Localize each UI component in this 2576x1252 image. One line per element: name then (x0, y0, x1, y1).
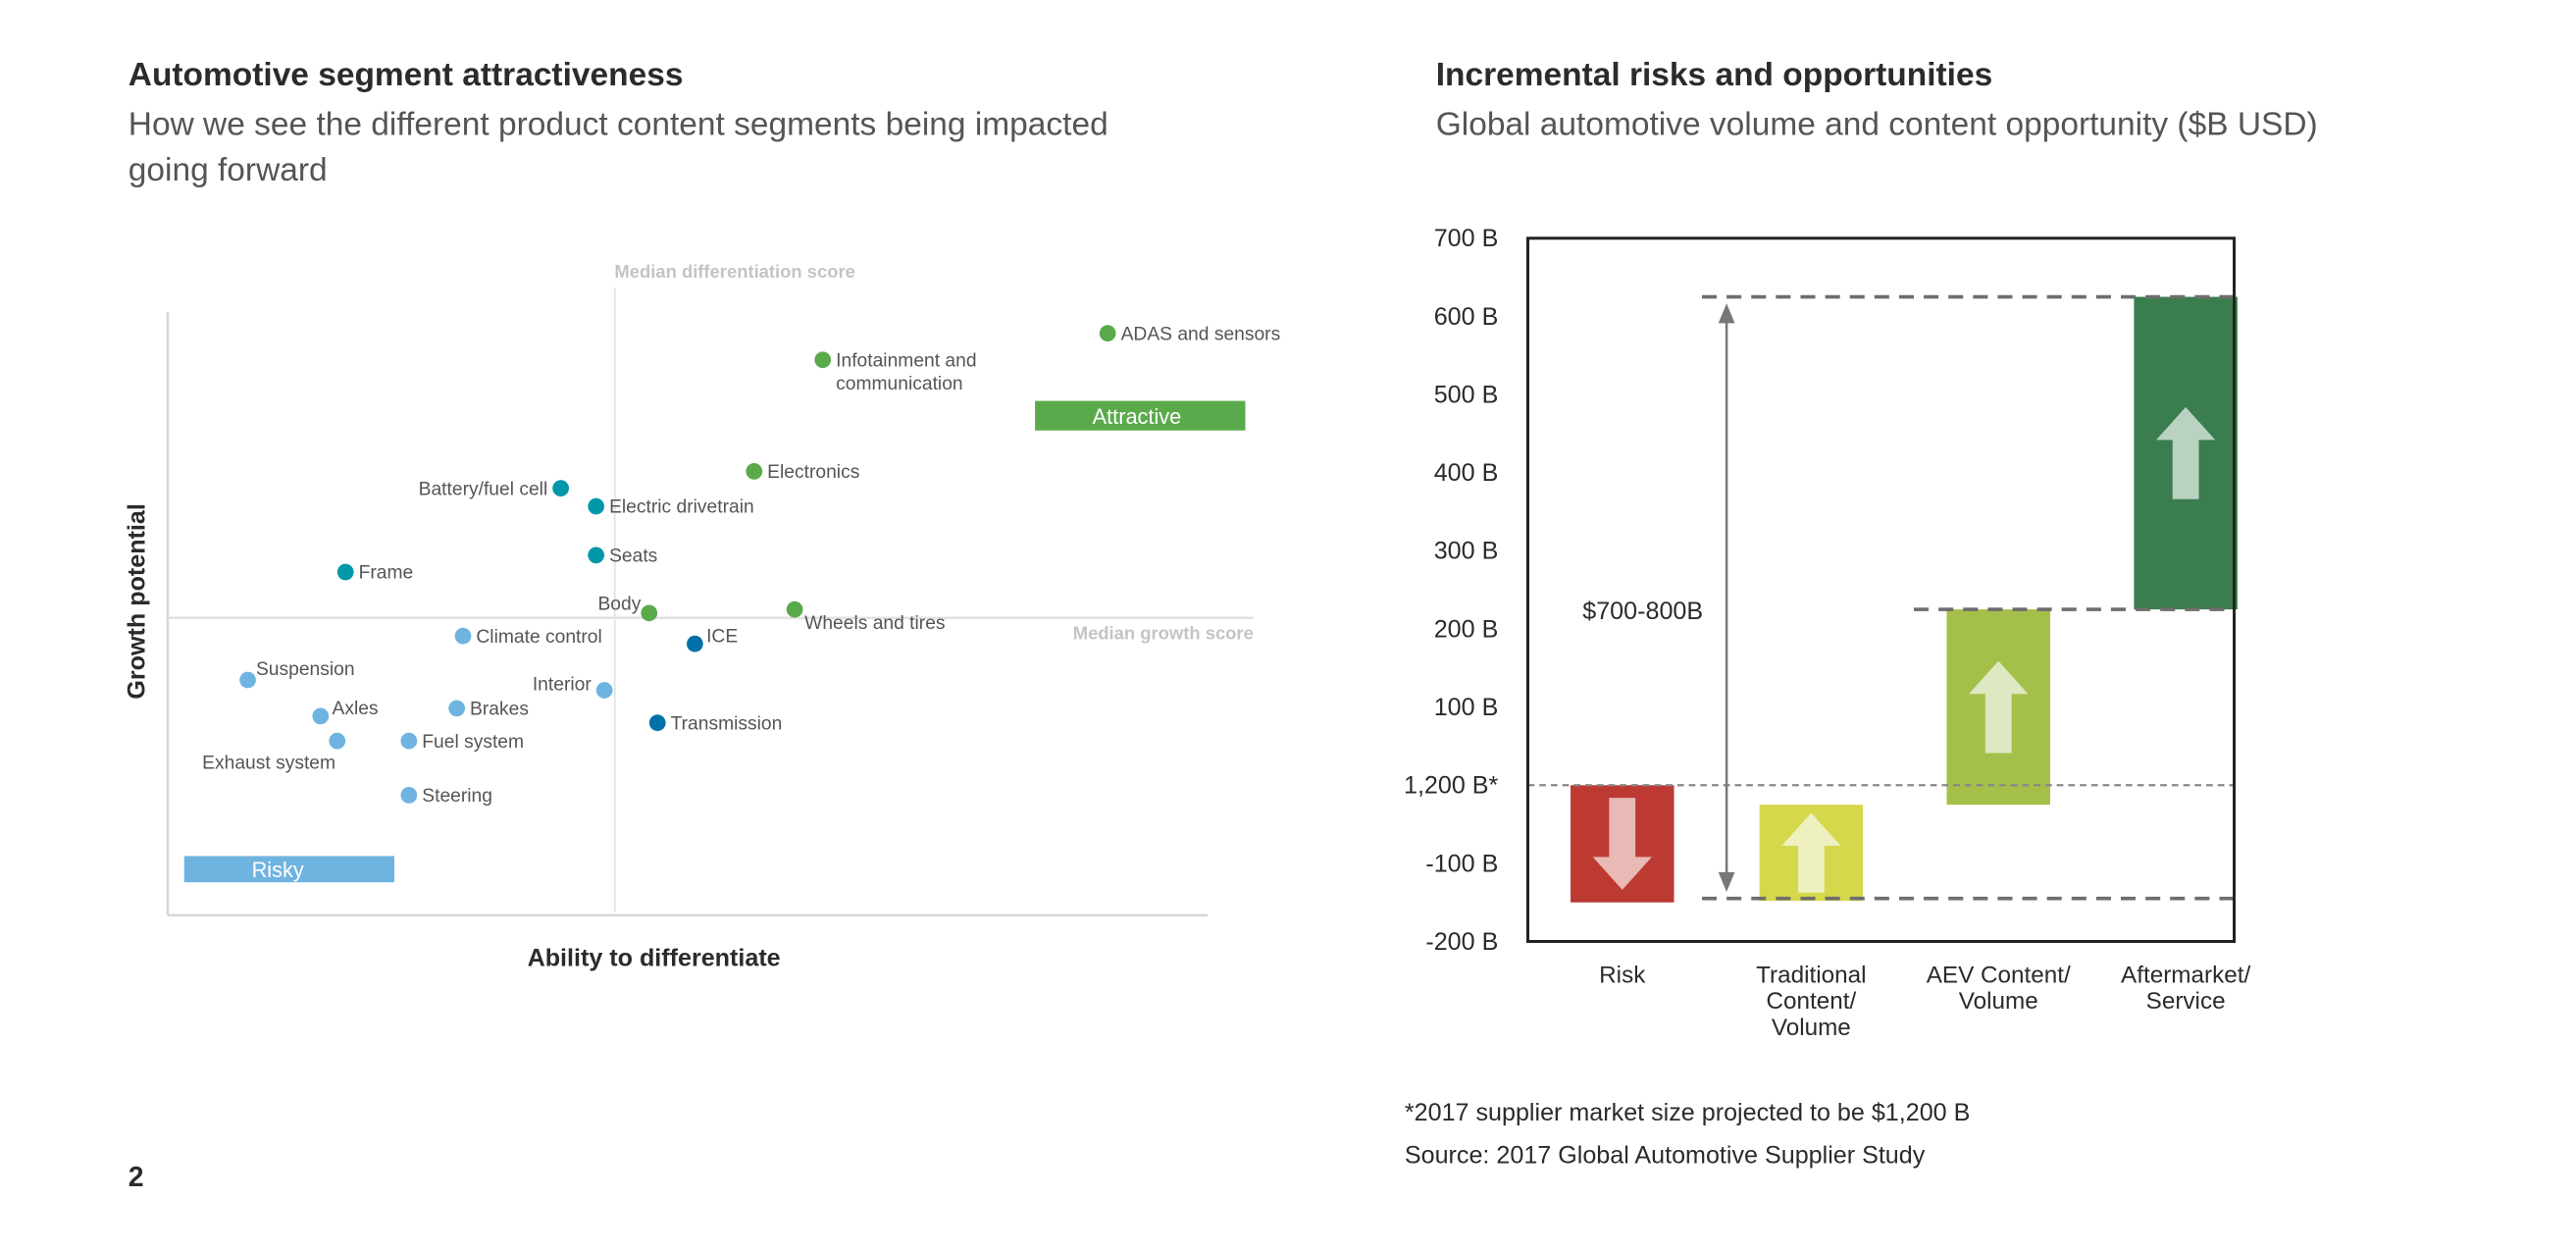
category-label: AEV Content/ (1927, 962, 2071, 988)
arrow-up-icon (2155, 406, 2216, 499)
y-tick-label: 200 B (1434, 615, 1499, 643)
point-label: Frame (359, 563, 414, 584)
category-label: Traditional (1756, 962, 1866, 988)
left-subtitle-line1: How we see the different product content… (129, 106, 1108, 142)
y-tick-label: -100 B (1425, 850, 1498, 877)
point-label: ADAS and sensors (1121, 324, 1281, 344)
arrow-up-icon (1969, 660, 2029, 754)
y-tick-label: 400 B (1434, 459, 1499, 487)
category-label: Content/ (1766, 988, 1856, 1015)
point-label: Wheels and tires (804, 613, 945, 634)
arrowhead-down-icon (1718, 871, 1735, 893)
y-tick-label: 500 B (1434, 381, 1499, 408)
point-label: Seats (609, 547, 657, 567)
left-subtitle-line2: going forward (129, 152, 328, 188)
scatter-point (588, 497, 605, 515)
attractive-zone-label: Attractive (1093, 404, 1182, 429)
arrow-up-icon (1781, 812, 1841, 893)
page-number: 2 (129, 1162, 144, 1193)
y-tick-label: 300 B (1434, 538, 1499, 565)
point-label-line2: communication (836, 374, 962, 394)
point-label: Brakes (470, 700, 529, 720)
scatter-point (595, 682, 613, 699)
point-label: Steering (422, 786, 492, 807)
plot-frame (1525, 236, 2237, 944)
point-label: Interior (533, 674, 592, 695)
footnote: *2017 supplier market size projected to … (1405, 1099, 1970, 1126)
scatter-point (400, 732, 418, 750)
point-label: ICE (706, 626, 738, 647)
y-tick-label: 1,200 B* (1404, 772, 1499, 800)
point-label: Axles (333, 699, 379, 719)
scatter-point (239, 671, 256, 689)
scatter-point (329, 732, 346, 750)
category-label: Risk (1599, 962, 1646, 988)
scatter-point (786, 600, 803, 618)
y-tick-label: 600 B (1434, 303, 1499, 331)
scatter-point (588, 547, 605, 564)
category-label: Volume (1772, 1015, 1851, 1041)
median-differentiation-label: Median differentiation score (614, 261, 854, 282)
point-label: Electronics (767, 462, 859, 483)
point-label: Fuel system (422, 732, 524, 753)
scatter-point (552, 480, 570, 496)
left-title: Automotive segment attractiveness (129, 57, 684, 93)
risky-zone-label: Risky (252, 858, 304, 882)
scatter-point (312, 707, 330, 725)
category-label: Aftermarket/ (2121, 962, 2250, 988)
scatter-point (687, 635, 703, 652)
scatter-points: ADAS and sensors Infotainment and communic… (202, 324, 1280, 807)
point-label: Transmission (671, 713, 783, 734)
arrowhead-up-icon (1718, 303, 1735, 324)
source-note: Source: 2017 Global Automotive Supplier … (1405, 1142, 1926, 1170)
right-title: Incremental risks and opportunities (1436, 57, 1993, 93)
risky-zone-badge (183, 856, 395, 883)
scatter-point (648, 714, 666, 732)
median-growth-label: Median growth score (1073, 622, 1254, 643)
reference-lines (1527, 294, 2235, 901)
category-label: Volume (1959, 988, 2038, 1015)
scatter-point (454, 627, 472, 645)
attractive-zone-badge (1035, 400, 1246, 431)
scatter-point (814, 351, 832, 369)
point-label: Exhaust system (202, 754, 335, 774)
range-label: $700-800B (1582, 598, 1703, 625)
scatter-point (746, 463, 763, 480)
scatter-point (448, 700, 466, 717)
scatter-point (400, 787, 418, 804)
scatter-point (336, 563, 354, 581)
y-tick-labels: 700 B 600 B 500 B 400 B 300 B 200 B 100 B 1,200… (1404, 225, 1499, 956)
point-label: Electric drivetrain (609, 497, 754, 518)
point-label: Infotainment and (836, 350, 976, 371)
y-axis-title: Growth potential (124, 503, 151, 699)
waterfall-chart: 700 B 600 B 500 B 400 B 300 B 200 B 100 B 1,200… (1404, 225, 2250, 1041)
scatter-point (641, 604, 658, 622)
y-tick-label: 700 B (1434, 225, 1499, 252)
arrow-down-icon (1592, 798, 1652, 890)
point-label: Suspension (256, 659, 355, 680)
scatter-point (1099, 325, 1116, 342)
waterfall-bars (1571, 296, 2238, 903)
point-label: Climate control (476, 627, 601, 648)
category-label: Service (2146, 988, 2226, 1015)
range-annotation: $700-800B (1582, 303, 1735, 893)
point-label: Battery/fuel cell (419, 479, 548, 499)
y-tick-label: 100 B (1434, 694, 1499, 721)
right-subtitle: Global automotive volume and content opp… (1436, 106, 2318, 142)
x-axis-title: Ability to differentiate (528, 945, 781, 972)
y-tick-label: -200 B (1425, 928, 1498, 956)
point-label: Body (597, 594, 641, 614)
segment-scatter-chart: Median differentiation score Median grow… (124, 261, 1281, 972)
